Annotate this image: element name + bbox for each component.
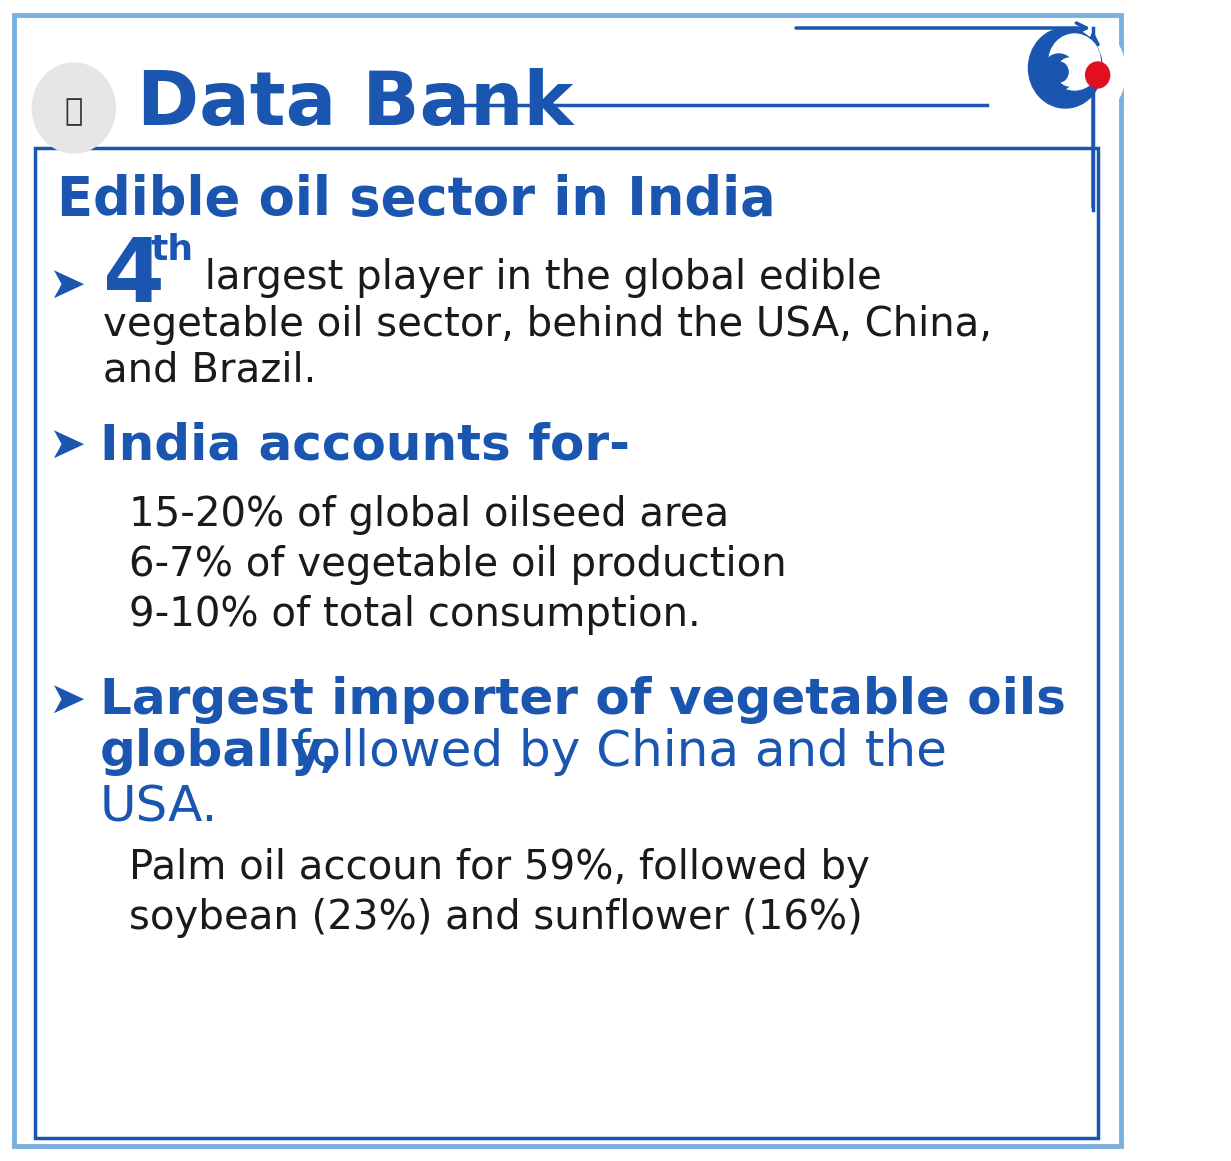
Circle shape	[1043, 55, 1076, 91]
Text: Largest importer of vegetable oils: Largest importer of vegetable oils	[100, 676, 1066, 724]
Text: 🏛: 🏛	[65, 98, 82, 127]
Text: 6-7% of vegetable oil production: 6-7% of vegetable oil production	[129, 545, 787, 585]
Text: soybean (23%) and sunflower (16%): soybean (23%) and sunflower (16%)	[129, 897, 863, 938]
FancyBboxPatch shape	[14, 15, 1120, 1146]
Text: India accounts for-: India accounts for-	[100, 421, 629, 469]
Text: Palm oil accoun for 59%, followed by: Palm oil accoun for 59%, followed by	[129, 848, 870, 888]
Text: 4: 4	[103, 235, 165, 322]
Text: ➤: ➤	[48, 678, 85, 721]
Text: th: th	[150, 233, 193, 267]
Circle shape	[1086, 62, 1109, 88]
Circle shape	[1028, 28, 1102, 108]
Text: 9-10% of total consumption.: 9-10% of total consumption.	[129, 594, 700, 635]
Text: ➤: ➤	[48, 264, 85, 307]
Text: vegetable oil sector, behind the USA, China,: vegetable oil sector, behind the USA, Ch…	[103, 305, 992, 345]
Text: ➤: ➤	[48, 424, 85, 467]
Text: 15-20% of global oilseed area: 15-20% of global oilseed area	[129, 495, 729, 535]
Circle shape	[1050, 62, 1069, 82]
Text: and Brazil.: and Brazil.	[103, 349, 316, 390]
Text: Edible oil sector in India: Edible oil sector in India	[57, 174, 776, 226]
FancyBboxPatch shape	[34, 147, 1098, 1138]
Text: globally,: globally,	[100, 728, 339, 776]
Circle shape	[1057, 58, 1083, 86]
Text: largest player in the global edible: largest player in the global edible	[192, 258, 881, 298]
Circle shape	[1029, 20, 1125, 124]
Text: USA.: USA.	[100, 784, 218, 832]
Text: Data Bank: Data Bank	[137, 68, 572, 142]
Text: followed by China and the: followed by China and the	[277, 728, 947, 776]
Circle shape	[1049, 34, 1101, 91]
Circle shape	[32, 63, 116, 153]
